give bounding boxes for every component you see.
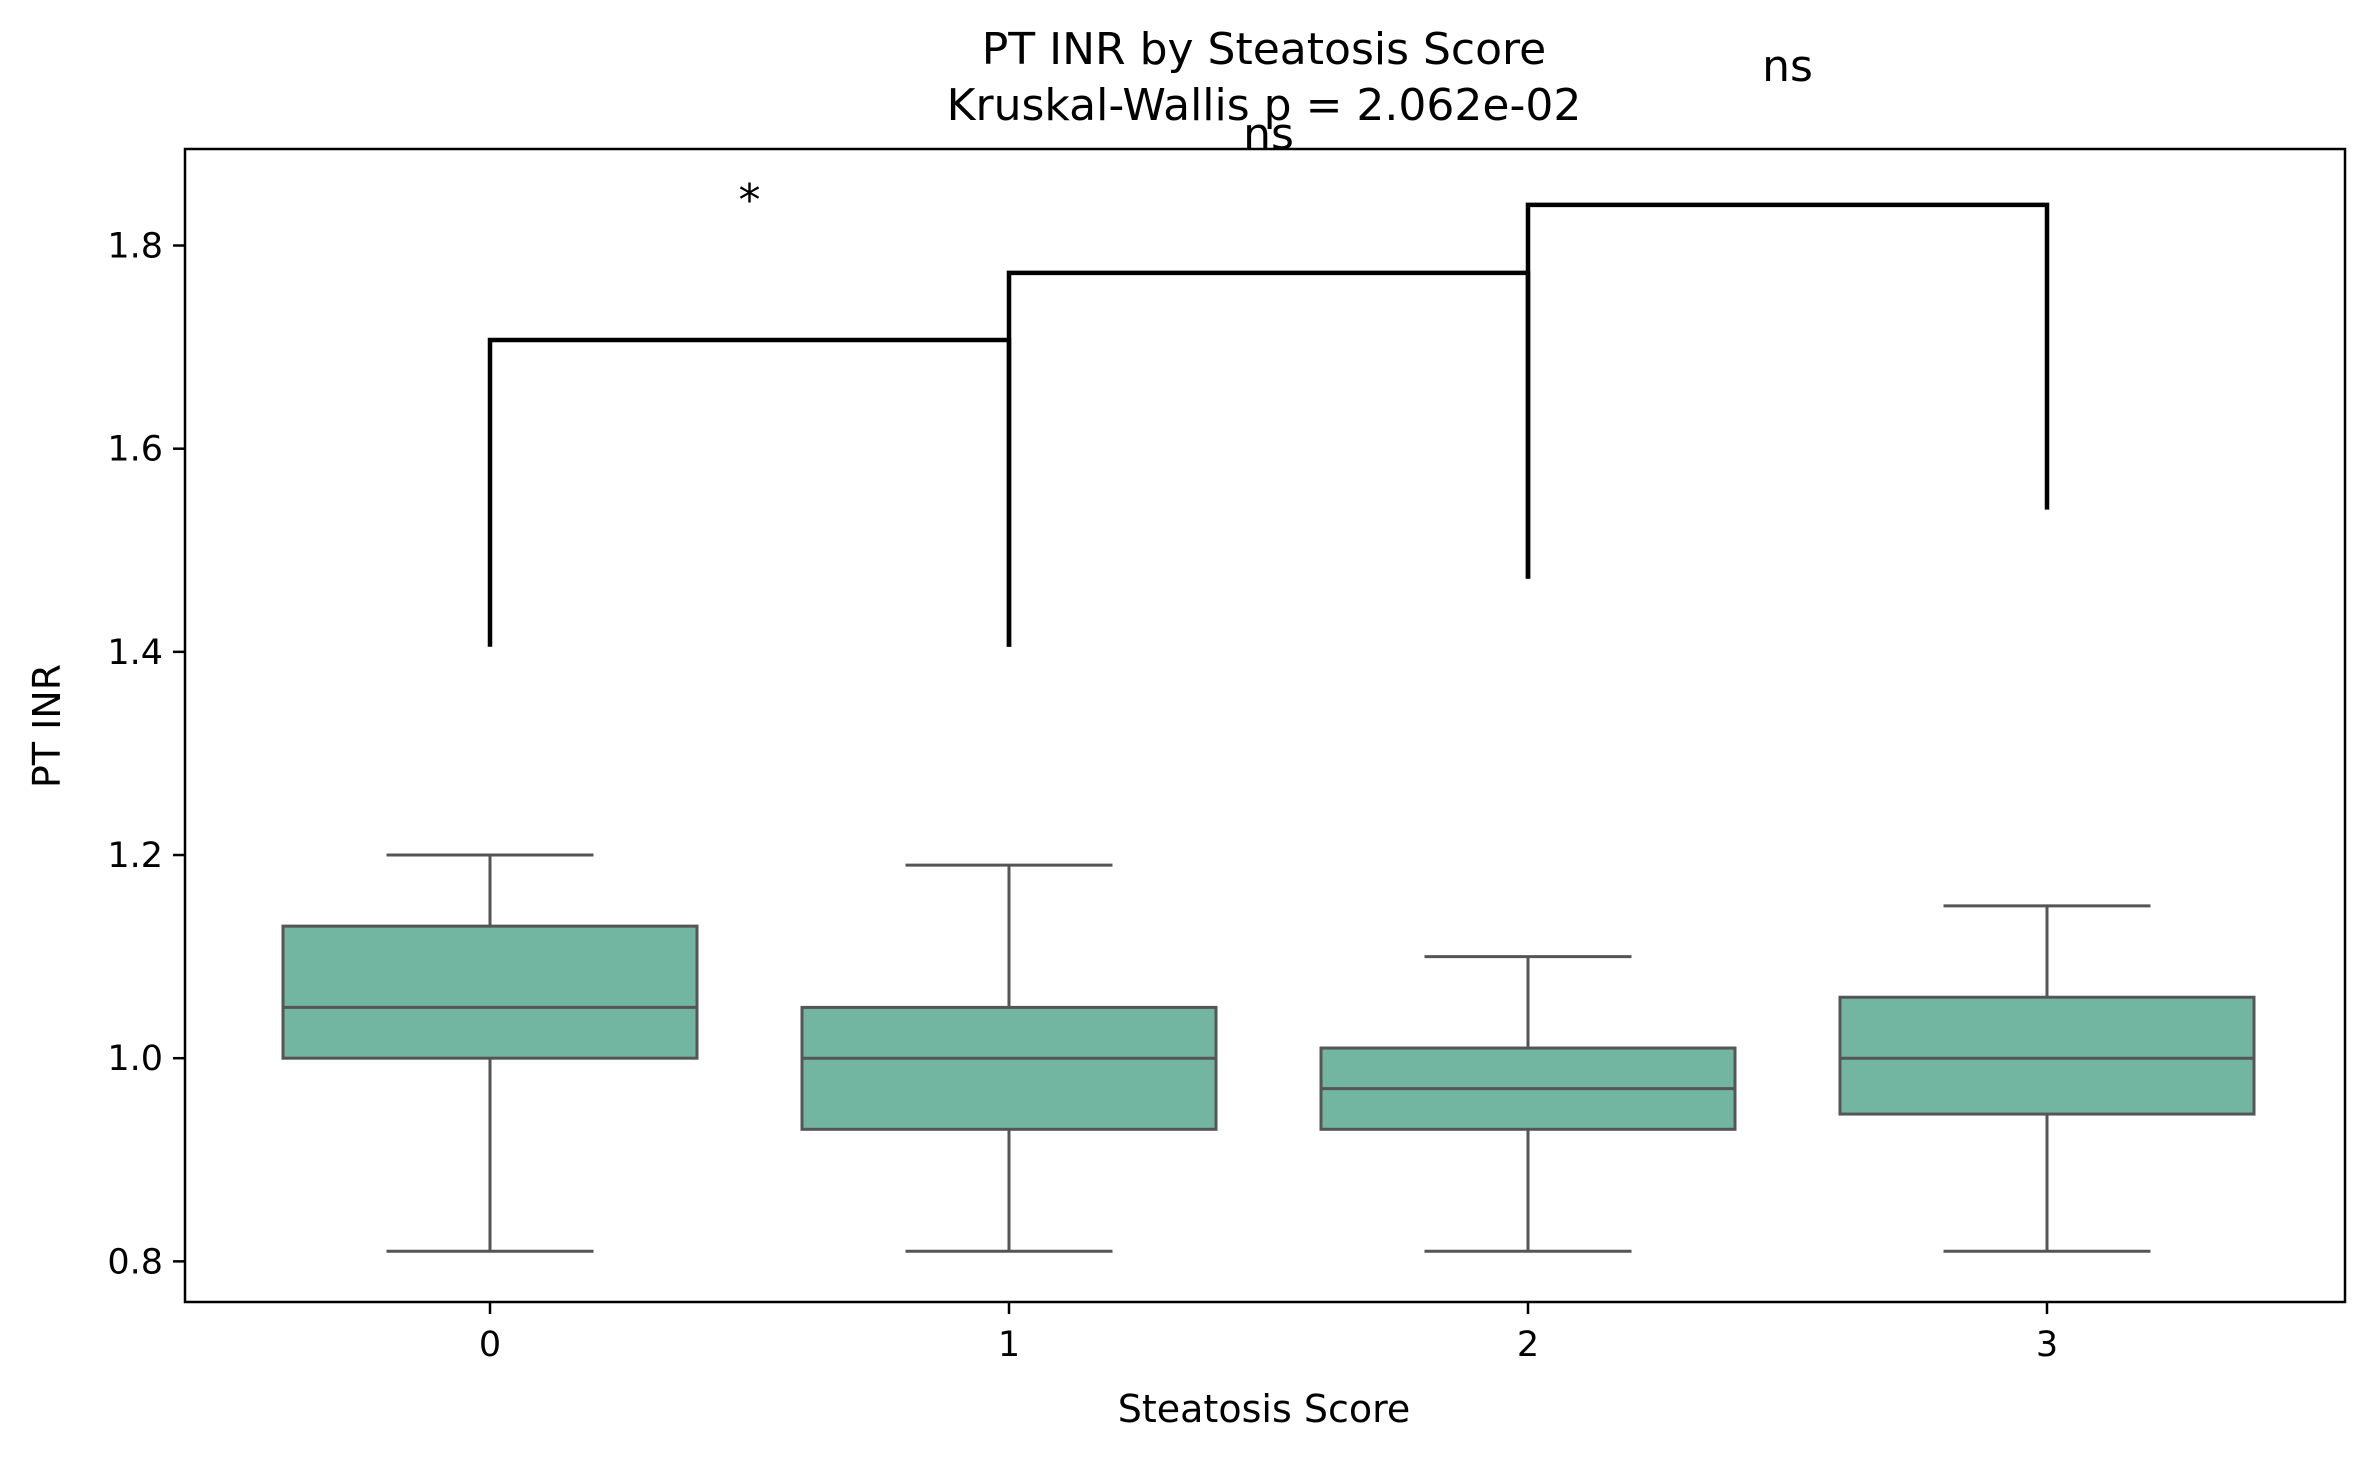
box-group-2	[1319, 955, 1737, 1253]
y-tick-label: 0.8	[107, 1242, 163, 1282]
x-tick-label: 0	[479, 1325, 501, 1365]
box-group-0	[281, 853, 699, 1253]
box-group-3	[1838, 904, 2256, 1253]
significance-bracket	[1525, 202, 2050, 579]
chart-title: PT INR by Steatosis Score	[982, 24, 1546, 75]
y-tick-label: 1.6	[107, 430, 163, 470]
box-group-1	[800, 863, 1218, 1253]
x-tick-label: 3	[2036, 1325, 2058, 1365]
y-tick-label: 1.2	[107, 836, 163, 876]
x-tick-label: 2	[1517, 1325, 1539, 1365]
significance-bracket	[487, 337, 1012, 647]
significance-label: *	[739, 175, 761, 226]
box-iqr	[1838, 995, 2256, 1116]
significance-label: ns	[1243, 109, 1294, 160]
y-axis-label: PT INR	[25, 664, 69, 788]
y-tick-label: 1.4	[107, 633, 163, 673]
box-iqr	[281, 924, 699, 1060]
significance-bracket	[1006, 270, 1531, 647]
significance-annotations: * ns ns	[487, 41, 2050, 647]
box-iqr	[800, 1005, 1218, 1131]
x-tick-label: 1	[998, 1325, 1020, 1365]
y-axis: 0.8 1.0 1.2 1.4 1.6 1.8	[107, 227, 185, 1282]
x-axis-label: Steatosis Score	[1118, 1387, 1411, 1431]
significance-label: ns	[1762, 41, 1813, 92]
x-axis: 0 1 2 3	[479, 1302, 2058, 1365]
chart-subtitle: Kruskal-Wallis p = 2.062e-02	[947, 80, 1582, 131]
plot-content	[281, 853, 2256, 1253]
y-tick-label: 1.8	[107, 227, 163, 267]
plot-frame	[183, 147, 2347, 1304]
y-tick-label: 1.0	[107, 1039, 163, 1079]
